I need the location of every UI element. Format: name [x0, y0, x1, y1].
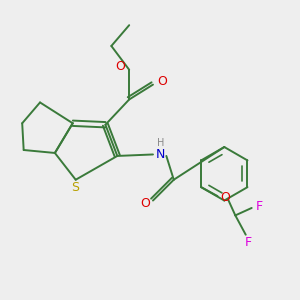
Text: S: S — [71, 181, 79, 194]
Text: O: O — [157, 75, 167, 88]
Text: O: O — [141, 197, 151, 210]
Text: F: F — [256, 200, 263, 213]
Text: N: N — [156, 148, 165, 161]
Text: O: O — [220, 191, 230, 204]
Text: H: H — [157, 138, 164, 148]
Text: O: O — [115, 60, 125, 73]
Text: F: F — [245, 236, 252, 249]
